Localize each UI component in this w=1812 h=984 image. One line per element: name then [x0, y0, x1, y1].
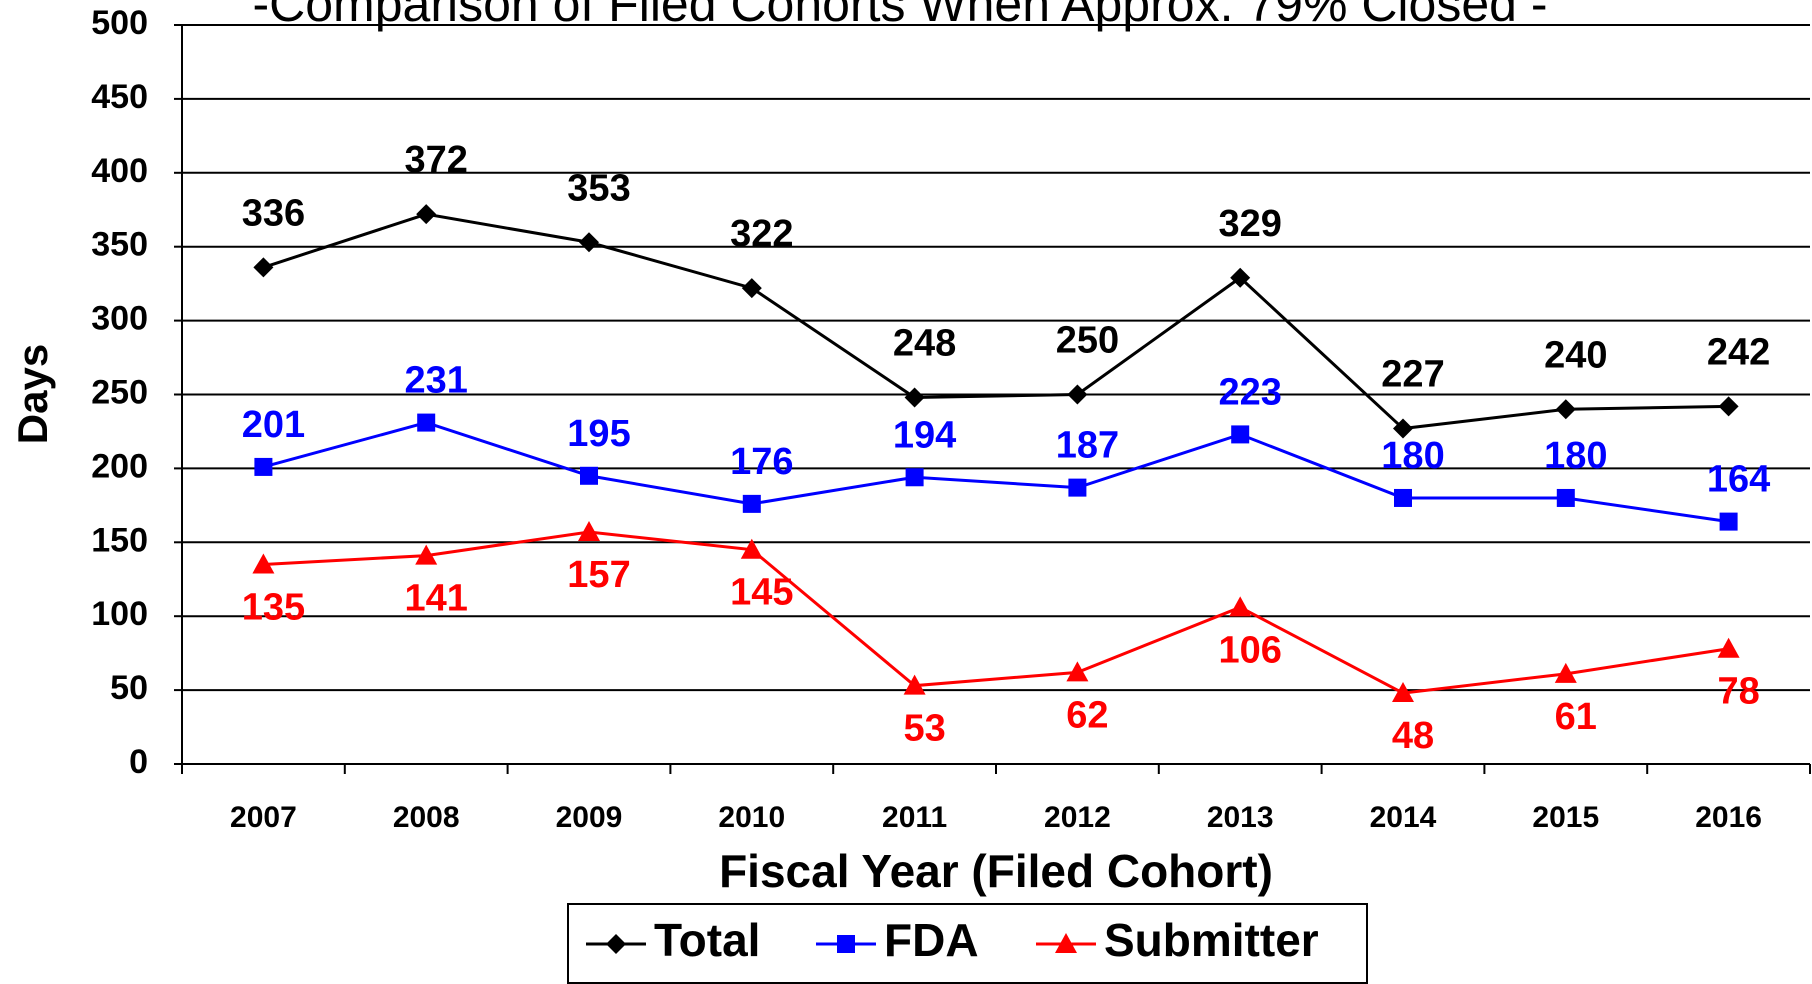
y-tick-label: 100 — [91, 595, 148, 633]
series-line — [263, 421, 1729, 524]
legend-box — [567, 903, 1368, 984]
data-point — [742, 494, 761, 513]
series-line — [262, 212, 1729, 431]
data-label: 201 — [242, 404, 305, 446]
y-tick-label: 200 — [91, 447, 148, 485]
legend-label: Total — [654, 914, 760, 966]
x-tick-label: 2007 — [230, 801, 297, 834]
data-point — [1718, 396, 1739, 417]
data-point — [904, 387, 925, 408]
data-label: 180 — [1381, 435, 1444, 477]
data-point — [1067, 384, 1088, 405]
legend-marker — [606, 934, 626, 954]
data-point — [415, 544, 438, 565]
data-label: 372 — [404, 139, 467, 181]
data-label: 223 — [1218, 371, 1281, 413]
data-label: 240 — [1544, 334, 1607, 376]
y-tick-label: 350 — [91, 226, 148, 264]
data-point — [741, 278, 762, 299]
data-point — [1066, 661, 1089, 682]
x-tick-label: 2013 — [1207, 801, 1274, 834]
data-point — [1556, 488, 1575, 507]
data-point — [1393, 418, 1413, 439]
y-tick-label: 400 — [91, 152, 148, 190]
legend-label: Submitter — [1104, 914, 1319, 966]
y-tick-label: 0 — [129, 743, 148, 781]
data-label: 322 — [730, 213, 793, 255]
data-label: 135 — [242, 587, 305, 629]
data-point — [1394, 488, 1412, 507]
x-tick-label: 2016 — [1695, 801, 1762, 834]
data-point — [1231, 425, 1250, 444]
data-point — [252, 553, 275, 574]
x-tick-label: 2010 — [718, 801, 785, 834]
data-point — [905, 468, 924, 487]
y-tick-label: 300 — [91, 300, 148, 338]
y-tick-label: 500 — [91, 4, 148, 42]
x-tick-label: 2012 — [1044, 801, 1111, 834]
data-label: 353 — [567, 167, 630, 209]
legend-marker — [837, 935, 855, 953]
data-label: 141 — [404, 578, 467, 620]
data-label: 187 — [1056, 425, 1119, 467]
data-label: 176 — [730, 441, 793, 483]
data-label: 195 — [567, 413, 630, 455]
x-tick-label: 2009 — [556, 801, 623, 834]
legend-marker — [1055, 933, 1077, 953]
data-point — [1229, 596, 1252, 617]
data-point — [903, 674, 926, 695]
data-label: 62 — [1066, 694, 1108, 736]
y-tick-label: 150 — [91, 521, 148, 559]
data-label: 242 — [1707, 331, 1770, 373]
data-point — [580, 466, 598, 485]
data-point — [578, 520, 600, 541]
data-point — [1719, 512, 1738, 531]
x-tick-label: 2011 — [882, 801, 947, 834]
data-label: 145 — [730, 572, 793, 614]
data-label: 61 — [1555, 696, 1597, 738]
data-label: 53 — [903, 708, 945, 750]
x-tick-label: 2014 — [1370, 801, 1437, 834]
data-point — [1555, 399, 1576, 420]
data-point — [1230, 267, 1251, 288]
chart-title: -Comparison of Filed Cohorts When Approx… — [252, 0, 1547, 32]
data-label: 78 — [1717, 671, 1759, 713]
data-point — [579, 232, 599, 253]
data-label: 194 — [893, 414, 956, 456]
series-line — [263, 530, 1729, 695]
data-label: 227 — [1381, 354, 1444, 396]
data-label: 250 — [1056, 320, 1119, 362]
x-axis-title: Fiscal Year (Filed Cohort) — [719, 845, 1273, 897]
y-axis-title: Days — [9, 344, 56, 444]
legend-label: FDA — [884, 914, 979, 966]
data-label: 180 — [1544, 435, 1607, 477]
data-label: 329 — [1218, 203, 1281, 245]
data-label: 231 — [404, 360, 467, 402]
data-point — [1068, 478, 1087, 497]
y-tick-label: 450 — [91, 78, 148, 116]
x-tick-label: 2015 — [1532, 801, 1599, 834]
data-label: 106 — [1218, 629, 1281, 671]
data-label: 336 — [242, 192, 305, 234]
data-point — [1554, 662, 1577, 683]
data-point — [254, 457, 273, 476]
data-point — [740, 538, 763, 559]
y-tick-label: 250 — [91, 373, 148, 411]
data-label: 157 — [567, 554, 630, 596]
data-point — [417, 413, 436, 432]
data-point — [1717, 637, 1740, 658]
data-point — [416, 204, 437, 225]
y-tick-label: 50 — [110, 669, 148, 707]
data-label: 48 — [1392, 715, 1434, 757]
x-tick-label: 2008 — [393, 801, 460, 834]
data-label: 248 — [893, 322, 956, 364]
data-label: 164 — [1707, 459, 1770, 501]
data-point — [253, 257, 274, 278]
data-point — [1392, 682, 1414, 703]
